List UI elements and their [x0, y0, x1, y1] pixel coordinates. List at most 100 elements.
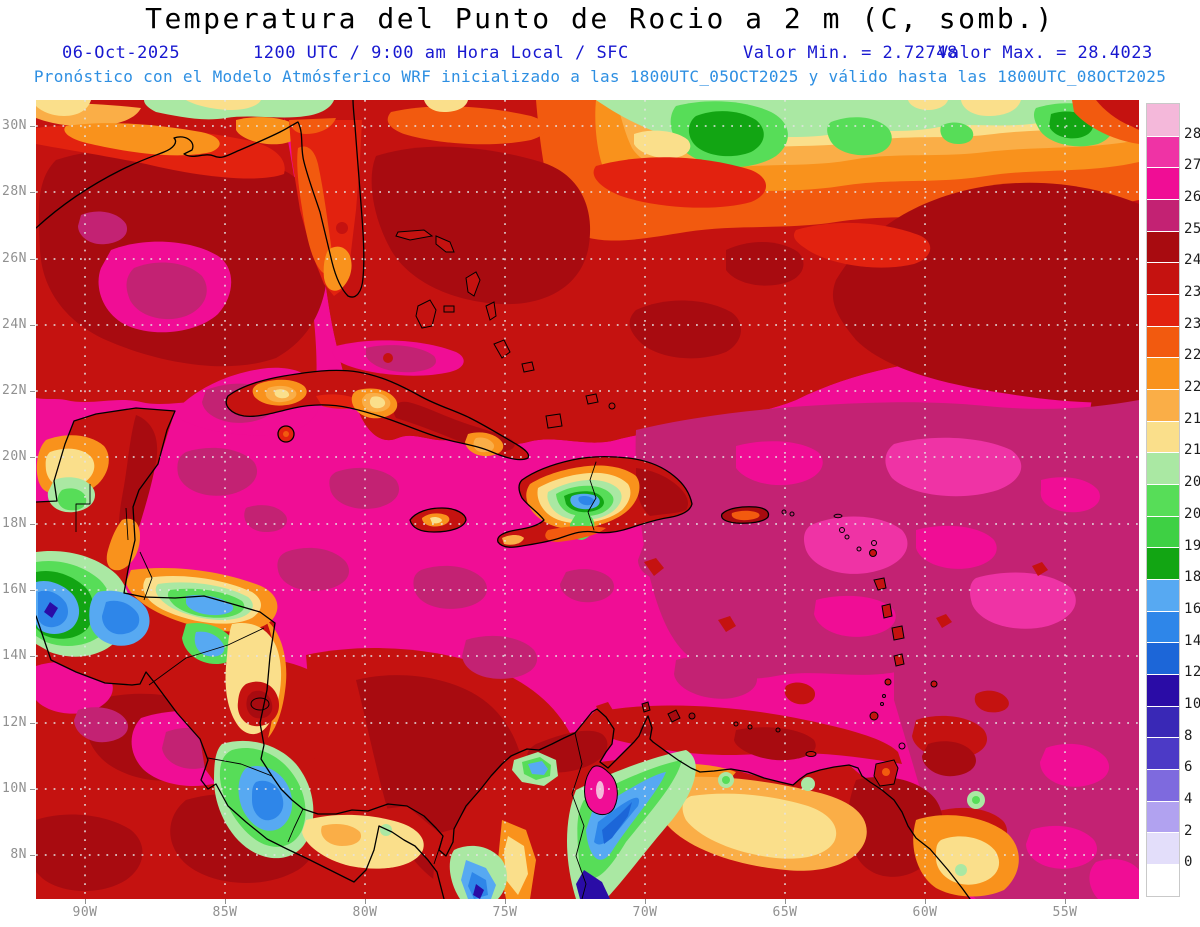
colorbar-cell	[1147, 104, 1179, 136]
colorbar-cell	[1147, 294, 1179, 326]
colorbar-cell	[1147, 769, 1179, 801]
model-info: Pronóstico con el Modelo Atmósferico WRF…	[33, 67, 1167, 86]
lat-tick	[30, 259, 35, 260]
colorbar-tick-label: 0	[1184, 854, 1193, 871]
colorbar-cell	[1147, 420, 1179, 453]
map-svg	[35, 99, 1139, 900]
lat-tick	[30, 391, 35, 392]
colorbar-tick-label: 14	[1184, 632, 1200, 649]
map-region-atlantic-darkred	[36, 124, 1139, 530]
colorbar-cell	[1147, 389, 1179, 421]
country-borders	[75, 484, 587, 900]
colorbar-cell	[1147, 325, 1179, 358]
map-region-top-bands	[387, 100, 1139, 241]
colorbar-cell	[1147, 230, 1179, 263]
colorbar-tick-label: 23	[1184, 315, 1200, 332]
lat-tick-label: 10N	[2, 781, 27, 796]
lat-tick	[30, 457, 35, 458]
map-region-central-america	[36, 408, 454, 882]
colorbar-cell	[1147, 199, 1179, 231]
colorbar	[1146, 103, 1180, 897]
colorbar-tick-label: 24.5	[1184, 252, 1200, 269]
colorbar-cell	[1147, 674, 1179, 706]
page-title: Temperatura del Punto de Rocio a 2 m (C,…	[145, 2, 1055, 35]
colorbar-cell	[1147, 737, 1179, 770]
map-region-bahamas	[395, 229, 616, 429]
map-region-us-land	[36, 100, 334, 156]
lat-tick-label: 16N	[2, 582, 27, 597]
lon-tick	[505, 899, 506, 904]
colorbar-tick-label: 22	[1184, 379, 1200, 396]
colorbar-cell	[1147, 135, 1179, 168]
colorbar-cell	[1147, 832, 1179, 865]
colorbar-cell	[1147, 484, 1179, 516]
colorbar-tick-label: 22.5	[1184, 347, 1200, 364]
lat-tick-label: 24N	[2, 317, 27, 332]
lon-tick	[645, 899, 646, 904]
colorbar-tick-label: 26	[1184, 189, 1200, 206]
lat-tick	[30, 789, 35, 790]
valid-date: 06-Oct-2025	[62, 43, 181, 63]
colorbar-tick-label: 18	[1184, 569, 1200, 586]
map-region-puerto-rico	[721, 506, 769, 524]
lon-tick	[225, 899, 226, 904]
colorbar-tick-label: 28	[1184, 125, 1200, 142]
colorbar-cell	[1147, 705, 1179, 738]
colorbar-cell	[1147, 610, 1179, 643]
lat-tick	[30, 590, 35, 591]
lat-tick-label: 30N	[2, 118, 27, 133]
map-region-lesser-antilles	[641, 509, 938, 787]
value-max-label: Valor Max. = 28.4023	[938, 43, 1153, 63]
lon-tick-label: 90W	[72, 905, 98, 920]
grid-lines	[36, 100, 1139, 899]
lat-tick-label: 28N	[2, 184, 27, 199]
lat-tick	[30, 855, 35, 856]
lon-tick-label: 75W	[492, 905, 518, 920]
lat-tick-label: 14N	[2, 648, 27, 663]
value-min-label: Valor Min. = 2.72748	[743, 43, 958, 63]
map-region-florida	[289, 118, 362, 296]
lat-tick	[30, 325, 35, 326]
lat-tick	[30, 723, 35, 724]
lon-tick-label: 85W	[212, 905, 238, 920]
lon-tick	[1065, 899, 1066, 904]
colorbar-tick-label: 12	[1184, 664, 1200, 681]
lon-tick	[925, 899, 926, 904]
colorbar-tick-label: 16	[1184, 600, 1200, 617]
map-region-jamaica	[410, 508, 466, 532]
colorbar-cell	[1147, 800, 1179, 833]
colorbar-tick-label: 8	[1184, 727, 1193, 744]
colorbar-cell	[1147, 642, 1179, 675]
lat-tick	[30, 192, 35, 193]
colorbar-tick-label: 21.5	[1184, 410, 1200, 427]
colorbar-tick-label: 19	[1184, 537, 1200, 554]
lat-tick-label: 26N	[2, 251, 27, 266]
colorbar-tick-label: 20.5	[1184, 474, 1200, 491]
lon-tick	[365, 899, 366, 904]
colorbar-tick-label: 23.5	[1184, 284, 1200, 301]
colorbar-cell	[1147, 579, 1179, 611]
lat-tick-label: 20N	[2, 449, 27, 464]
colorbar-tick-label: 2	[1184, 822, 1193, 839]
map-plot-area: Sisπ́ – ONAMET/REP.DOM.	[35, 99, 1139, 900]
lon-tick-label: 55W	[1052, 905, 1078, 920]
valid-time: 1200 UTC / 9:00 am Hora Local / SFC	[253, 43, 629, 63]
colorbar-tick-label: 10	[1184, 695, 1200, 712]
lat-tick-label: 22N	[2, 383, 27, 398]
colorbar-cell	[1147, 167, 1179, 200]
coastlines	[35, 99, 971, 900]
colorbar-tick-label: 21	[1184, 442, 1200, 459]
lon-tick-label: 60W	[912, 905, 938, 920]
lon-tick	[785, 899, 786, 904]
colorbar-tick-label: 25	[1184, 220, 1200, 237]
lon-tick-label: 70W	[632, 905, 658, 920]
colorbar-cell	[1147, 864, 1179, 896]
colorbar-tick-label: 4	[1184, 790, 1193, 807]
colorbar-cell	[1147, 452, 1179, 485]
colorbar-tick-label: 27	[1184, 157, 1200, 174]
lon-tick-label: 65W	[772, 905, 798, 920]
colorbar-cell	[1147, 262, 1179, 295]
colorbar-tick-label: 6	[1184, 759, 1193, 776]
map-region-south-america	[432, 709, 1019, 899]
lat-tick	[30, 126, 35, 127]
